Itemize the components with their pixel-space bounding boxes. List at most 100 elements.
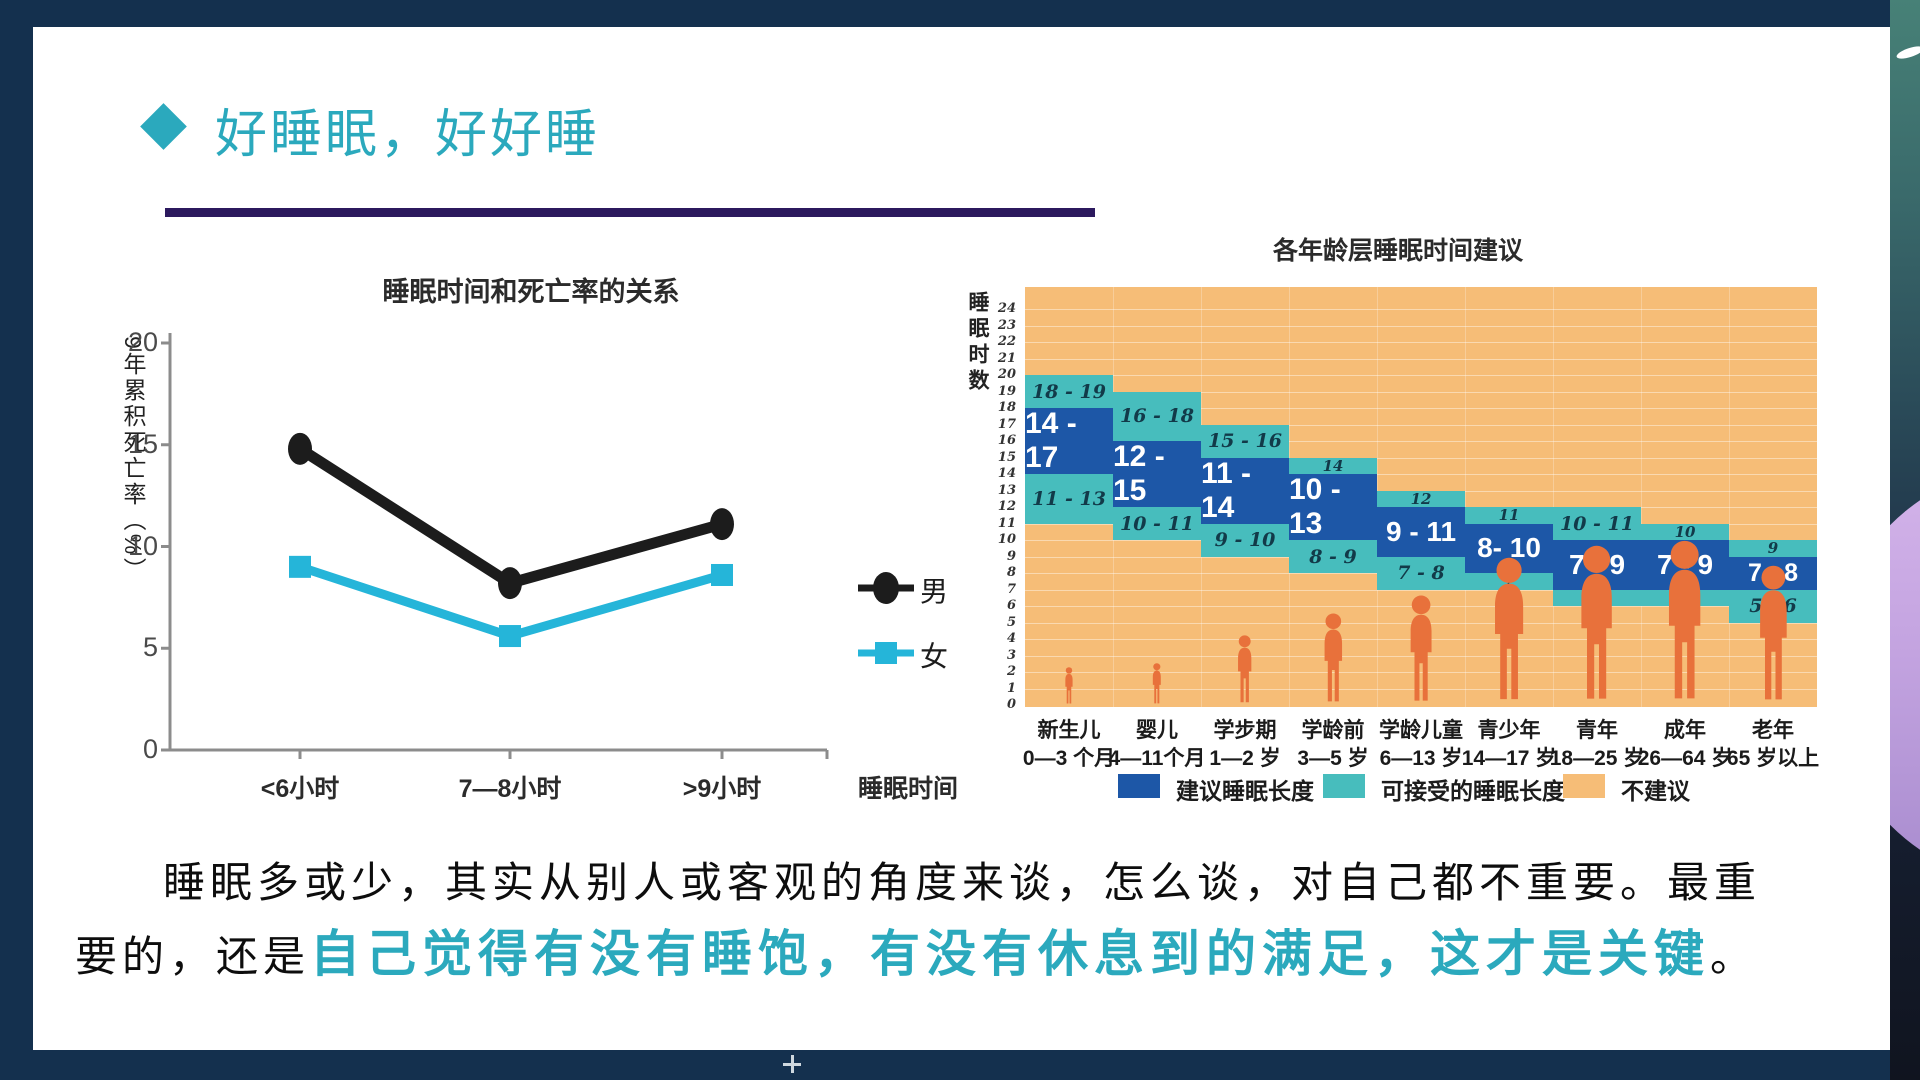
age-group-range: 65 岁以上 [1726, 747, 1820, 770]
acceptable-band: 9 - 10 [1201, 523, 1289, 557]
gridline [1025, 474, 1817, 475]
gridline [1025, 688, 1817, 690]
hour-tick-label: 23 [997, 317, 1016, 333]
column-separator [1729, 287, 1730, 707]
hour-tick-label: 9 [1006, 548, 1016, 564]
hour-tick-label: 7 [1006, 581, 1016, 597]
gridline [1025, 342, 1817, 343]
age-group-name: 学龄儿童 [1379, 719, 1463, 742]
hour-tick-label: 24 [997, 301, 1016, 316]
hour-tick-label: 13 [997, 482, 1016, 498]
person-silhouette-icon [1759, 565, 1787, 700]
age-group-name: 青少年 [1477, 719, 1541, 742]
hour-tick-label: 18 [997, 400, 1016, 415]
hour-tick-label: 8 [1006, 565, 1016, 580]
x-category-label: <6小时 [260, 775, 340, 803]
hour-tick-label: 14 [997, 466, 1016, 481]
gridline [1025, 441, 1817, 442]
acceptable-band: 12 [1377, 490, 1465, 508]
gridline [1025, 457, 1817, 459]
gridline [1025, 375, 1817, 376]
hour-tick-label: 21 [997, 350, 1016, 366]
acceptable-band: 9 [1729, 539, 1817, 557]
sleep-legend-swatch [1118, 774, 1160, 798]
gridline [1025, 391, 1817, 393]
gridline [1025, 309, 1817, 310]
hour-tick-label: 4 [1006, 631, 1016, 646]
age-group-range: 14—17 岁 [1461, 747, 1557, 770]
age-group-range: 18—25 岁 [1549, 747, 1645, 770]
background-gradient-strip [1890, 0, 1920, 1080]
age-group-name: 老年 [1752, 719, 1794, 742]
age-group-name: 婴儿 [1136, 719, 1178, 742]
sleep-legend-swatch [1563, 774, 1605, 798]
age-group-name: 学步期 [1213, 719, 1277, 742]
acceptable-band: 10 - 11 [1113, 507, 1201, 540]
y-tick-label: 20 [127, 327, 158, 357]
column-separator [1465, 287, 1466, 707]
slide-title: 好睡眠，好好睡 [215, 107, 601, 164]
y-tick-label: 10 [127, 530, 158, 561]
age-group-range: 3—5 岁 [1297, 747, 1369, 770]
recommended-band: 11 - 14 [1201, 457, 1289, 524]
age-group-range: 6—13 岁 [1379, 747, 1463, 770]
recommended-band: 12 - 15 [1113, 440, 1201, 507]
paragraph-highlight: 自己觉得有没有睡饱，有没有休息到的满足，这才是关键 [310, 926, 1711, 983]
age-group-name: 新生儿 [1037, 719, 1101, 742]
person-silhouette-icon [1410, 595, 1432, 701]
column-separator [1553, 287, 1554, 707]
recommended-band: 9 - 11 [1377, 507, 1465, 557]
person-silhouette-icon [1152, 663, 1161, 704]
hour-tick-label: 12 [997, 499, 1016, 514]
person-silhouette-icon [1494, 557, 1524, 700]
sparkle-decoration-icon [783, 1055, 801, 1073]
x-category-label: >9小时 [682, 775, 762, 803]
age-group-name: 学龄前 [1301, 719, 1365, 742]
y-tick-label: 15 [127, 428, 158, 459]
title-underline [165, 208, 1095, 217]
gridline [1025, 589, 1817, 591]
sleep-legend-label: 可接受的睡眠长度 [1381, 778, 1565, 804]
legend-label-女: 女 [920, 641, 949, 672]
hour-tick-label: 0 [1006, 697, 1016, 712]
paragraph-line-2: 要的，还是自己觉得有没有睡饱，有没有休息到的满足，这才是关键。 [75, 917, 1865, 992]
person-silhouette-icon [1065, 667, 1073, 704]
age-group-range: 0—3 个月 [1022, 747, 1116, 770]
white-ellipse-decoration [1895, 43, 1920, 62]
sleep-legend-label: 建议睡眠长度 [1176, 778, 1314, 804]
age-group-range: 26—64 岁 [1637, 747, 1733, 770]
hour-tick-label: 22 [997, 334, 1016, 349]
recommended-band: 10 - 13 [1289, 473, 1377, 540]
column-separator [1641, 287, 1642, 707]
acceptable-band: 14 [1289, 457, 1377, 475]
age-group-range: 4—11个月 [1108, 747, 1206, 770]
acceptable-band: 11 - 13 [1025, 474, 1113, 524]
hour-tick-label: 6 [1006, 598, 1016, 613]
y-tick-label: 5 [142, 632, 158, 663]
hour-tick-label: 5 [1006, 614, 1016, 630]
sleep-chart-plot-area: 18 - 19 14 - 17 11 - 13 16 - 18 12 - 15 10 - … [1025, 287, 1817, 707]
mortality-chart-x-axis-label: 睡眠时间 [858, 775, 959, 803]
gridline [1025, 358, 1817, 360]
mortality-chart-title: 睡眠时间和死亡率的关系 [382, 277, 680, 307]
hour-tick-label: 15 [997, 449, 1016, 465]
paragraph-line-2-prefix: 要的，还是 [75, 935, 311, 982]
sleep-chart-title: 各年龄层睡眠时间建议 [1272, 237, 1524, 265]
acceptable-band: 11 [1465, 506, 1553, 524]
person-silhouette-icon [1669, 540, 1701, 699]
sleep-chart-y-axis-label: 睡眠时数 [966, 291, 989, 395]
acceptable-band: 15 - 16 [1201, 424, 1289, 458]
acceptable-band: 10 - 11 [1553, 507, 1641, 540]
gridline [1025, 325, 1817, 327]
hour-tick-label: 19 [997, 383, 1016, 399]
acceptable-band: 7 - 8 [1377, 556, 1465, 590]
age-group-name: 成年 [1664, 719, 1706, 742]
age-group-range: 1—2 岁 [1209, 747, 1281, 770]
acceptable-band: 10 [1641, 523, 1729, 541]
hour-tick-label: 10 [997, 532, 1016, 547]
age-group-name: 青年 [1576, 719, 1618, 742]
legend-label-男: 男 [920, 576, 949, 607]
purple-circle-decoration [1890, 463, 1920, 887]
hour-tick-label: 17 [997, 416, 1016, 432]
